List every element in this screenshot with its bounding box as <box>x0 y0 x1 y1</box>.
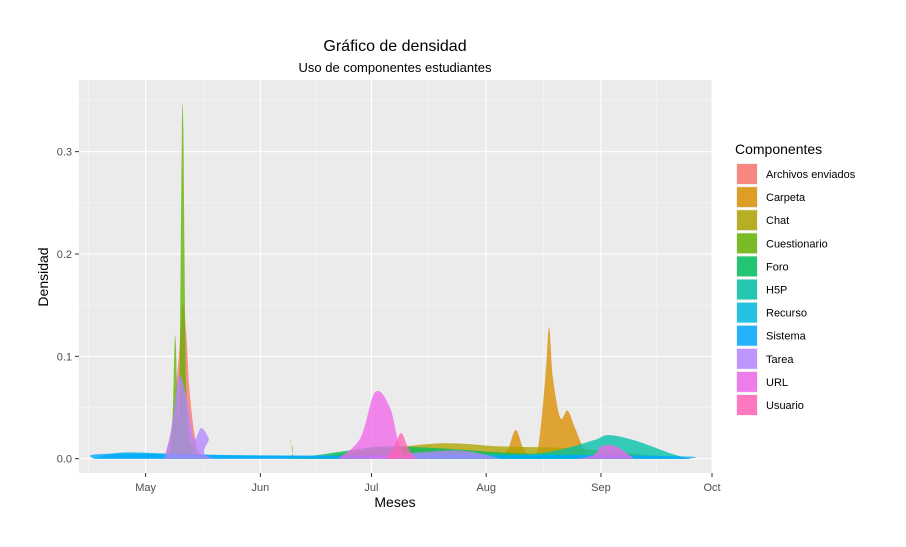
legend-label-carpeta: Carpeta <box>766 192 806 204</box>
density-area-usuario <box>386 433 416 459</box>
legend-swatch-carpeta <box>737 187 757 208</box>
legend-title: Componentes <box>735 141 822 157</box>
legend-swatch-chat <box>737 210 757 231</box>
legend-swatch-tarea <box>737 348 757 369</box>
y-axis-title: Densidad <box>35 247 51 306</box>
density-area-h5p <box>501 435 690 459</box>
x-tick-label: May <box>135 482 156 494</box>
y-tick-label: 0.1 <box>57 351 72 363</box>
legend-label-h5p: H5P <box>766 285 787 297</box>
x-tick-label: Sep <box>591 482 611 494</box>
legend-label-archivos-enviados: Archivos enviados <box>766 169 856 181</box>
chart-title: Gráfico de densidad <box>323 38 466 55</box>
legend-swatch-foro <box>737 256 757 277</box>
legend-swatch-archivos-enviados <box>737 164 757 184</box>
legend-swatch-h5p <box>737 279 757 300</box>
legend-label-tarea: Tarea <box>766 354 794 366</box>
legend-label-usuario: Usuario <box>766 400 804 412</box>
density-area-carpeta <box>501 327 598 459</box>
legend-label-recurso: Recurso <box>766 308 807 320</box>
y-tick-label: 0.0 <box>57 454 72 466</box>
density-area-url <box>338 390 635 459</box>
legend-swatch-url <box>737 371 757 392</box>
legend: Componentes Archivos enviados Carpeta Chat… <box>735 141 856 416</box>
y-tick-label: 0.3 <box>57 147 72 159</box>
x-tick-label: Jun <box>252 482 270 494</box>
legend-label-cuestionario: Cuestionario <box>766 238 828 250</box>
chart-subtitle: Uso de componentes estudiantes <box>299 60 492 75</box>
legend-swatch-recurso <box>737 302 757 323</box>
y-tick-label: 0.2 <box>57 249 72 261</box>
x-axis-title: Meses <box>374 494 415 510</box>
density-areas <box>89 103 697 459</box>
legend-label-chat: Chat <box>766 215 789 227</box>
x-axis: May Jun Jul Aug Sep Oct <box>135 473 721 494</box>
legend-label-sistema: Sistema <box>766 331 807 343</box>
density-area-tarea <box>164 375 501 459</box>
legend-swatch-sistema <box>737 325 757 346</box>
legend-label-url: URL <box>766 377 788 389</box>
x-tick-label: Oct <box>703 482 720 494</box>
legend-swatch-cuestionario <box>737 233 757 254</box>
x-tick-label: Jul <box>364 482 378 494</box>
y-axis: 0.0 0.1 0.2 0.3 <box>57 147 79 466</box>
legend-swatch-usuario <box>737 395 757 415</box>
x-tick-label: Aug <box>476 482 496 494</box>
legend-label-foro: Foro <box>766 261 789 273</box>
